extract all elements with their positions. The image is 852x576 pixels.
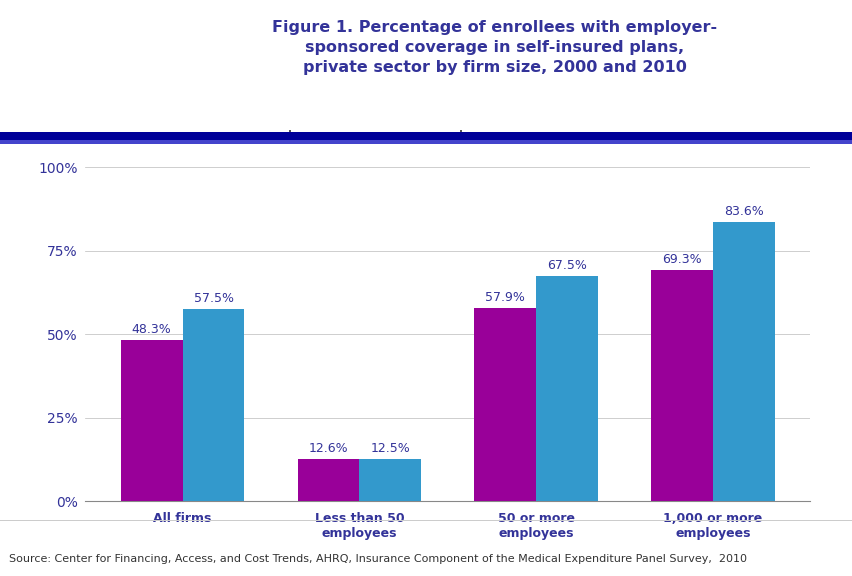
Text: 48.3%: 48.3% [131, 323, 171, 336]
Text: Figure 1. Percentage of enrollees with employer-
sponsored coverage in self-insu: Figure 1. Percentage of enrollees with e… [272, 20, 717, 75]
Text: 83.6%: 83.6% [723, 205, 763, 218]
Bar [297, 459, 359, 501]
Text: Source: Center for Financing, Access, and Cost Trends, AHRQ, Insurance Component: Source: Center for Financing, Access, an… [9, 555, 746, 564]
Text: AHRQ: AHRQ [97, 38, 147, 53]
Bar [536, 276, 597, 501]
Text: 57.9%: 57.9% [485, 291, 525, 304]
Bar [474, 308, 536, 501]
Legend: 2000, 2010: 2000, 2010 [290, 101, 460, 138]
Text: 12.6%: 12.6% [308, 442, 348, 455]
Text: 12.5%: 12.5% [370, 442, 410, 456]
Bar [120, 340, 182, 501]
Text: ⚕: ⚕ [37, 51, 51, 79]
Bar [182, 309, 245, 501]
Text: 67.5%: 67.5% [547, 259, 586, 272]
Text: Advancing
Excellence in
Health Care: Advancing Excellence in Health Care [97, 69, 147, 99]
Bar [712, 222, 774, 501]
Text: 69.3%: 69.3% [661, 253, 701, 266]
Bar [9, 12, 79, 118]
Bar [359, 460, 421, 501]
Bar [650, 270, 712, 501]
Text: 57.5%: 57.5% [193, 292, 233, 305]
